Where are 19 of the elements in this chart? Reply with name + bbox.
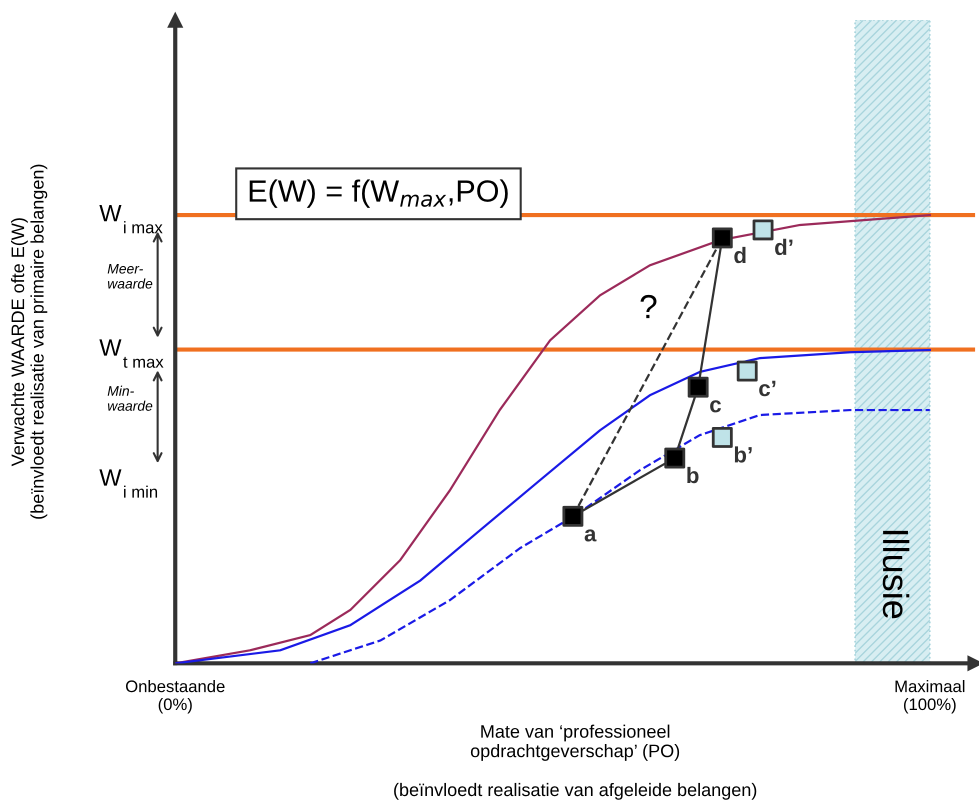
text: Min- waarde [108, 386, 152, 411]
annotation: b [687, 466, 699, 484]
text: Mate van ‘professioneel opdrachtgeverschap’ (PO) (beïnvloedt realisatie van afgeleide belangen) [394, 724, 756, 800]
band-label: Illusie [882, 530, 910, 618]
text: Wi min [99, 469, 158, 498]
annotation: b’ [734, 446, 752, 463]
annotation: d’ [775, 238, 792, 256]
annotation: d [734, 246, 746, 264]
annotation: c’ [759, 380, 776, 396]
text: E(W) = f(W$_{max}$,PO) [250, 179, 508, 208]
text: Meer- waarde [108, 264, 152, 289]
x-tick-label: Maximaal (100%) [896, 680, 964, 714]
y-axis-title: Verwachte WAARDE ofte E(W) (beïnvloedt realisatie van primaire belangen) [10, 164, 48, 519]
annotation: c [710, 400, 721, 412]
annotation: a [584, 529, 597, 542]
annotation: ? [640, 294, 656, 318]
ref-line-label: Wt max [99, 339, 164, 368]
x-tick-label: Onbestaande (0%) [126, 680, 225, 714]
ref-line-label: Wi max [99, 204, 163, 234]
